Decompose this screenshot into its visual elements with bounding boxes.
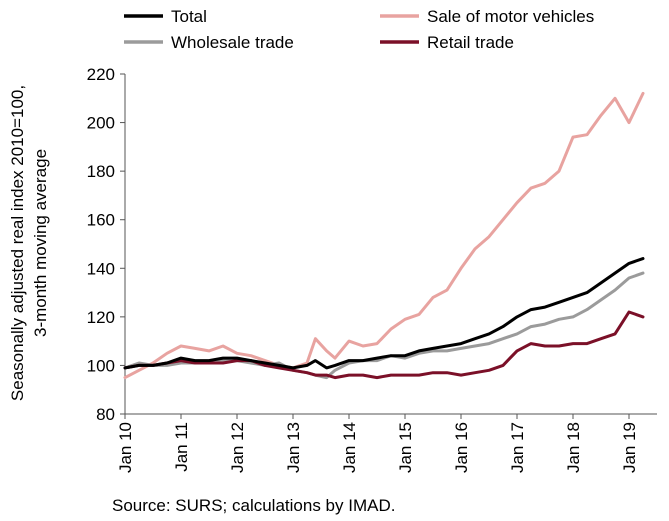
y-axis-title: Seasonally adjusted real index 2010=100,… <box>8 85 50 401</box>
y-tick-label: 180 <box>87 162 115 181</box>
series-line-retail-trade <box>123 310 645 380</box>
x-tick-label: Jan 14 <box>340 422 359 473</box>
y-tick-label: 100 <box>87 356 115 375</box>
x-tick-label: Jan 16 <box>452 422 471 473</box>
series-line-total <box>123 257 645 370</box>
y-tick-label: 160 <box>87 211 115 230</box>
legend-label-retail-trade: Retail trade <box>427 33 514 52</box>
x-axis: Jan 10 Jan 11 Jan 12 Jan 13 Jan 14 Jan 15 Jan … <box>116 413 657 473</box>
y-tick-label: 200 <box>87 114 115 133</box>
legend-item-sale-of-motor-vehicles: Sale of motor vehicles <box>380 7 594 26</box>
legend-label-wholesale-trade: Wholesale trade <box>171 33 294 52</box>
legend-item-wholesale-trade: Wholesale trade <box>124 33 294 52</box>
y-tick-label: 220 <box>87 65 115 84</box>
x-tick-label: Jan 12 <box>228 422 247 473</box>
x-tick-label: Jan 18 <box>564 422 583 473</box>
y-axis-title-line2: 3-month moving average <box>31 149 50 337</box>
legend-label-sale-of-motor-vehicles: Sale of motor vehicles <box>427 7 594 26</box>
legend-item-total: Total <box>124 7 207 26</box>
x-tick-label: Jan 11 <box>172 422 191 472</box>
y-tick-label: 120 <box>87 308 115 327</box>
y-axis-title-line1: Seasonally adjusted real index 2010=100, <box>8 85 27 401</box>
x-tick-label: Jan 19 <box>620 422 639 473</box>
plot-lines <box>123 91 645 380</box>
series-line-sale-of-motor-vehicles <box>123 91 645 380</box>
legend: Total Sale of motor vehicles Wholesale t… <box>124 7 594 52</box>
x-tick-label: Jan 17 <box>508 422 527 473</box>
legend-item-retail-trade: Retail trade <box>380 33 514 52</box>
y-axis: 80 100 120 140 160 180 200 220 <box>87 65 126 424</box>
y-tick-label: 80 <box>96 405 115 424</box>
x-tick-label: Jan 10 <box>116 422 135 473</box>
y-tick-label: 140 <box>87 259 115 278</box>
legend-label-total: Total <box>171 7 207 26</box>
x-tick-label: Jan 13 <box>284 422 303 473</box>
source-note: Source: SURS; calculations by IMAD. <box>112 496 395 515</box>
x-tick-label: Jan 15 <box>396 422 415 473</box>
